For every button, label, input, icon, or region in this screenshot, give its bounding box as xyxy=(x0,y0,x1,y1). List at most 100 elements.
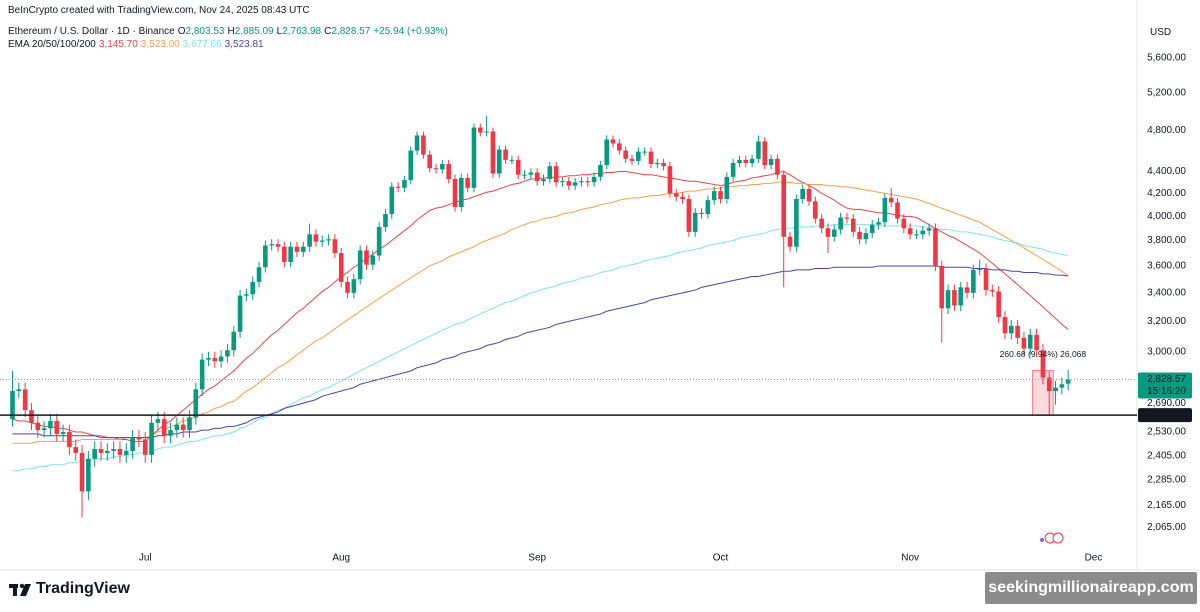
candle-body xyxy=(673,193,679,197)
x-tick-label: Sep xyxy=(528,553,546,564)
candle-body xyxy=(945,290,951,309)
last-price-label: 2,828.57 xyxy=(1147,374,1186,385)
candle-body xyxy=(484,131,489,133)
candle-body xyxy=(142,439,148,455)
candle-body xyxy=(193,389,199,418)
candle-body xyxy=(636,151,641,161)
y-tick-label: 2,165.00 xyxy=(1147,500,1186,511)
y-tick-label: 3,400.00 xyxy=(1147,287,1186,298)
candle-body xyxy=(357,250,363,280)
candle-body xyxy=(496,149,502,174)
ohlc-key: O xyxy=(177,26,186,37)
y-tick-label: 4,800.00 xyxy=(1147,125,1186,136)
ema-title: EMA 20/50/100/200 xyxy=(8,39,96,50)
candle-body xyxy=(528,172,534,175)
candle-body xyxy=(123,450,129,455)
candle-body xyxy=(231,331,237,351)
ema-line xyxy=(12,265,1069,439)
x-tick-label: Dec xyxy=(1085,553,1103,564)
x-tick-label: Oct xyxy=(713,553,729,564)
ohlc-key: L xyxy=(276,26,283,37)
candle-body xyxy=(939,265,945,309)
candle-body xyxy=(414,135,420,151)
candle-body xyxy=(844,217,850,219)
candle-body xyxy=(579,181,584,183)
candle-body xyxy=(933,228,938,266)
candle-body xyxy=(598,165,603,177)
y-tick-label: 2,405.00 xyxy=(1147,450,1186,461)
candle-body xyxy=(22,389,28,411)
candle-body xyxy=(376,227,382,256)
x-tick-label: Jul xyxy=(139,553,152,564)
candle-body xyxy=(111,449,116,451)
candle-body xyxy=(326,239,331,241)
candle-body xyxy=(610,139,616,144)
candle-body xyxy=(250,281,256,295)
x-tick-label: Aug xyxy=(332,553,350,564)
candle-body xyxy=(174,424,180,431)
candle-body xyxy=(762,141,768,166)
candle-body xyxy=(680,196,685,200)
candle-body xyxy=(971,269,976,293)
y-tick-label: 2,065.00 xyxy=(1147,522,1186,533)
credit: BeInCrypto created with TradingView.com,… xyxy=(8,5,310,16)
candle-body xyxy=(282,246,287,263)
ema-line xyxy=(12,181,1069,444)
candle-body xyxy=(263,245,268,268)
candle-body xyxy=(313,234,319,242)
candle-body xyxy=(541,179,546,182)
candle-body xyxy=(187,417,192,431)
candle-body xyxy=(515,159,521,175)
candle-body xyxy=(86,458,91,492)
candle-body xyxy=(869,224,875,234)
ohlc-key: H xyxy=(227,26,235,37)
candle-body xyxy=(591,176,597,183)
candle-body xyxy=(136,437,142,440)
measure-box xyxy=(1032,370,1054,416)
y-tick-label: 3,200.00 xyxy=(1147,316,1186,327)
candle-body xyxy=(10,391,15,420)
candle-body xyxy=(990,290,995,292)
candle-body xyxy=(718,191,723,200)
candle-body xyxy=(522,174,527,176)
candle-body xyxy=(863,233,869,240)
candle-body xyxy=(338,253,344,282)
tradingview-logo xyxy=(9,583,31,596)
candle-body xyxy=(850,218,856,232)
candle-body xyxy=(699,212,704,214)
candle-body xyxy=(686,199,692,232)
candle-body xyxy=(48,420,53,429)
candle-body xyxy=(926,228,932,231)
y-tick-label: 4,200.00 xyxy=(1147,188,1186,199)
candle-body xyxy=(958,287,964,306)
candle-body xyxy=(1059,384,1065,388)
ema-value: 3,145.70 xyxy=(98,39,138,50)
candle-body xyxy=(155,419,161,423)
candle-body xyxy=(477,127,483,133)
y-tick-label: 4,000.00 xyxy=(1147,211,1186,222)
candle-body xyxy=(402,180,407,188)
candle-body xyxy=(604,139,610,166)
candle-body xyxy=(996,291,1001,317)
candle-body xyxy=(427,154,433,169)
candle-body xyxy=(41,428,47,431)
candle-body xyxy=(806,188,812,202)
candle-body xyxy=(1021,337,1027,349)
candle-body xyxy=(743,159,749,163)
candles xyxy=(10,116,1071,518)
candle-body xyxy=(452,179,458,208)
candle-body xyxy=(547,166,553,180)
candle-body xyxy=(901,218,907,229)
candle-body xyxy=(35,422,41,431)
candle-body xyxy=(1046,377,1052,392)
y-tick-label: 4,400.00 xyxy=(1147,166,1186,177)
candle-body xyxy=(332,239,338,254)
candle-body xyxy=(206,358,211,360)
ema-value: 3,523.00 xyxy=(140,39,180,50)
axes: 5,600.00 5,200.00 4,800.00 4,400.00 4,200.00… xyxy=(139,53,1187,564)
candle-body xyxy=(534,172,540,182)
candle-body xyxy=(775,158,780,175)
candle-body xyxy=(914,234,919,236)
candle-body xyxy=(459,177,464,208)
